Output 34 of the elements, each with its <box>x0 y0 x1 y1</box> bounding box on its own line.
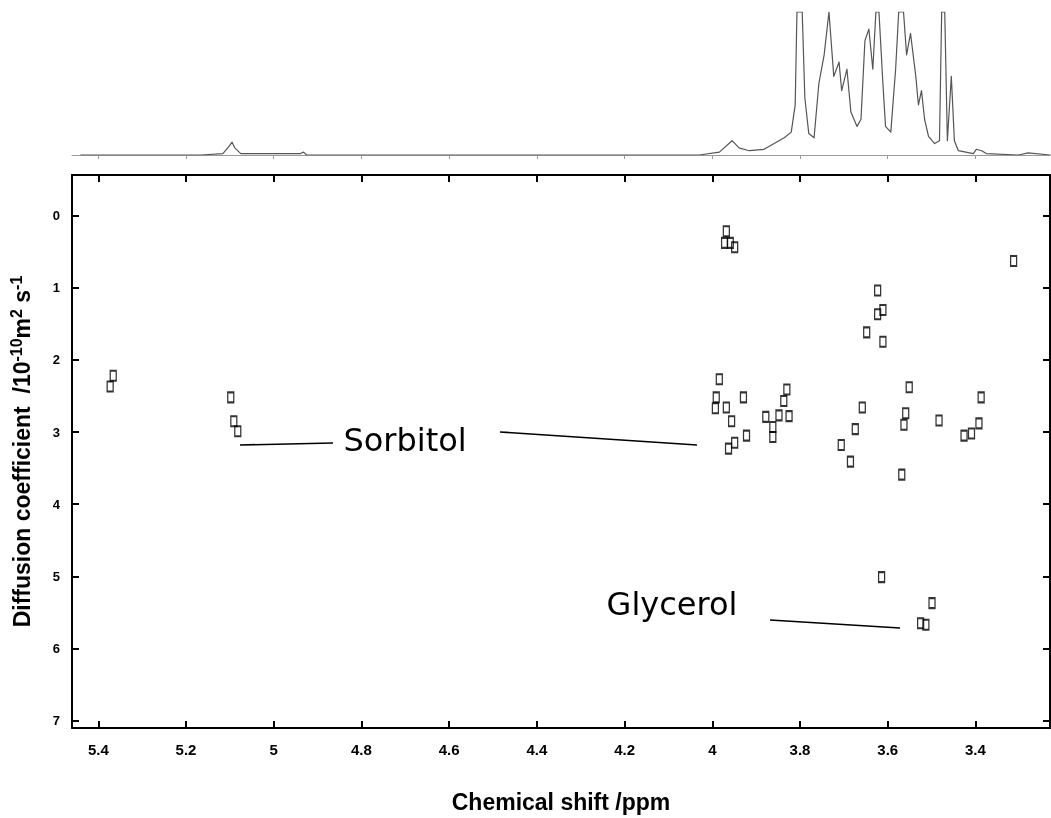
point <box>851 423 860 435</box>
y-tick-label: 7 <box>52 713 60 729</box>
point <box>730 437 739 449</box>
x-tick-label: 4.4 <box>526 741 548 758</box>
y-tick-label: 4 <box>52 496 61 512</box>
x-tick-label: 4.8 <box>351 741 372 758</box>
x-tick-label: 4 <box>708 741 718 758</box>
point <box>730 241 739 253</box>
y-tick-label: 1 <box>52 280 60 296</box>
x-tick-label: 4.2 <box>614 741 636 758</box>
point <box>877 571 886 583</box>
point <box>1009 255 1018 267</box>
y-axis-title: Diffusion coefficient /10-10m2 s-1 <box>7 275 35 628</box>
y-tick-label: 0 <box>52 207 60 223</box>
x-tick-label: 5.4 <box>87 741 110 758</box>
point <box>837 439 846 451</box>
x-tick-label: 5.2 <box>175 741 197 758</box>
point <box>727 415 736 427</box>
x-tick-label: 3.8 <box>789 741 811 758</box>
annotation: Glycerol <box>606 585 738 623</box>
x-axis-title: Chemical shift /ppm <box>451 788 671 815</box>
x-tick-label: 4.6 <box>438 741 460 758</box>
point <box>711 402 720 414</box>
annotation: Sorbitol <box>343 421 467 459</box>
y-tick-label: 3 <box>52 424 60 440</box>
point <box>720 237 729 249</box>
x-tick-label: 5 <box>269 741 278 758</box>
point <box>779 395 788 407</box>
y-tick-label: 2 <box>52 352 60 368</box>
y-tick-label: 6 <box>52 641 60 657</box>
x-tick-label: 3.4 <box>965 741 987 758</box>
x-tick-label: 3.6 <box>877 741 899 758</box>
point <box>726 237 735 249</box>
y-tick-label: 5 <box>52 568 60 584</box>
